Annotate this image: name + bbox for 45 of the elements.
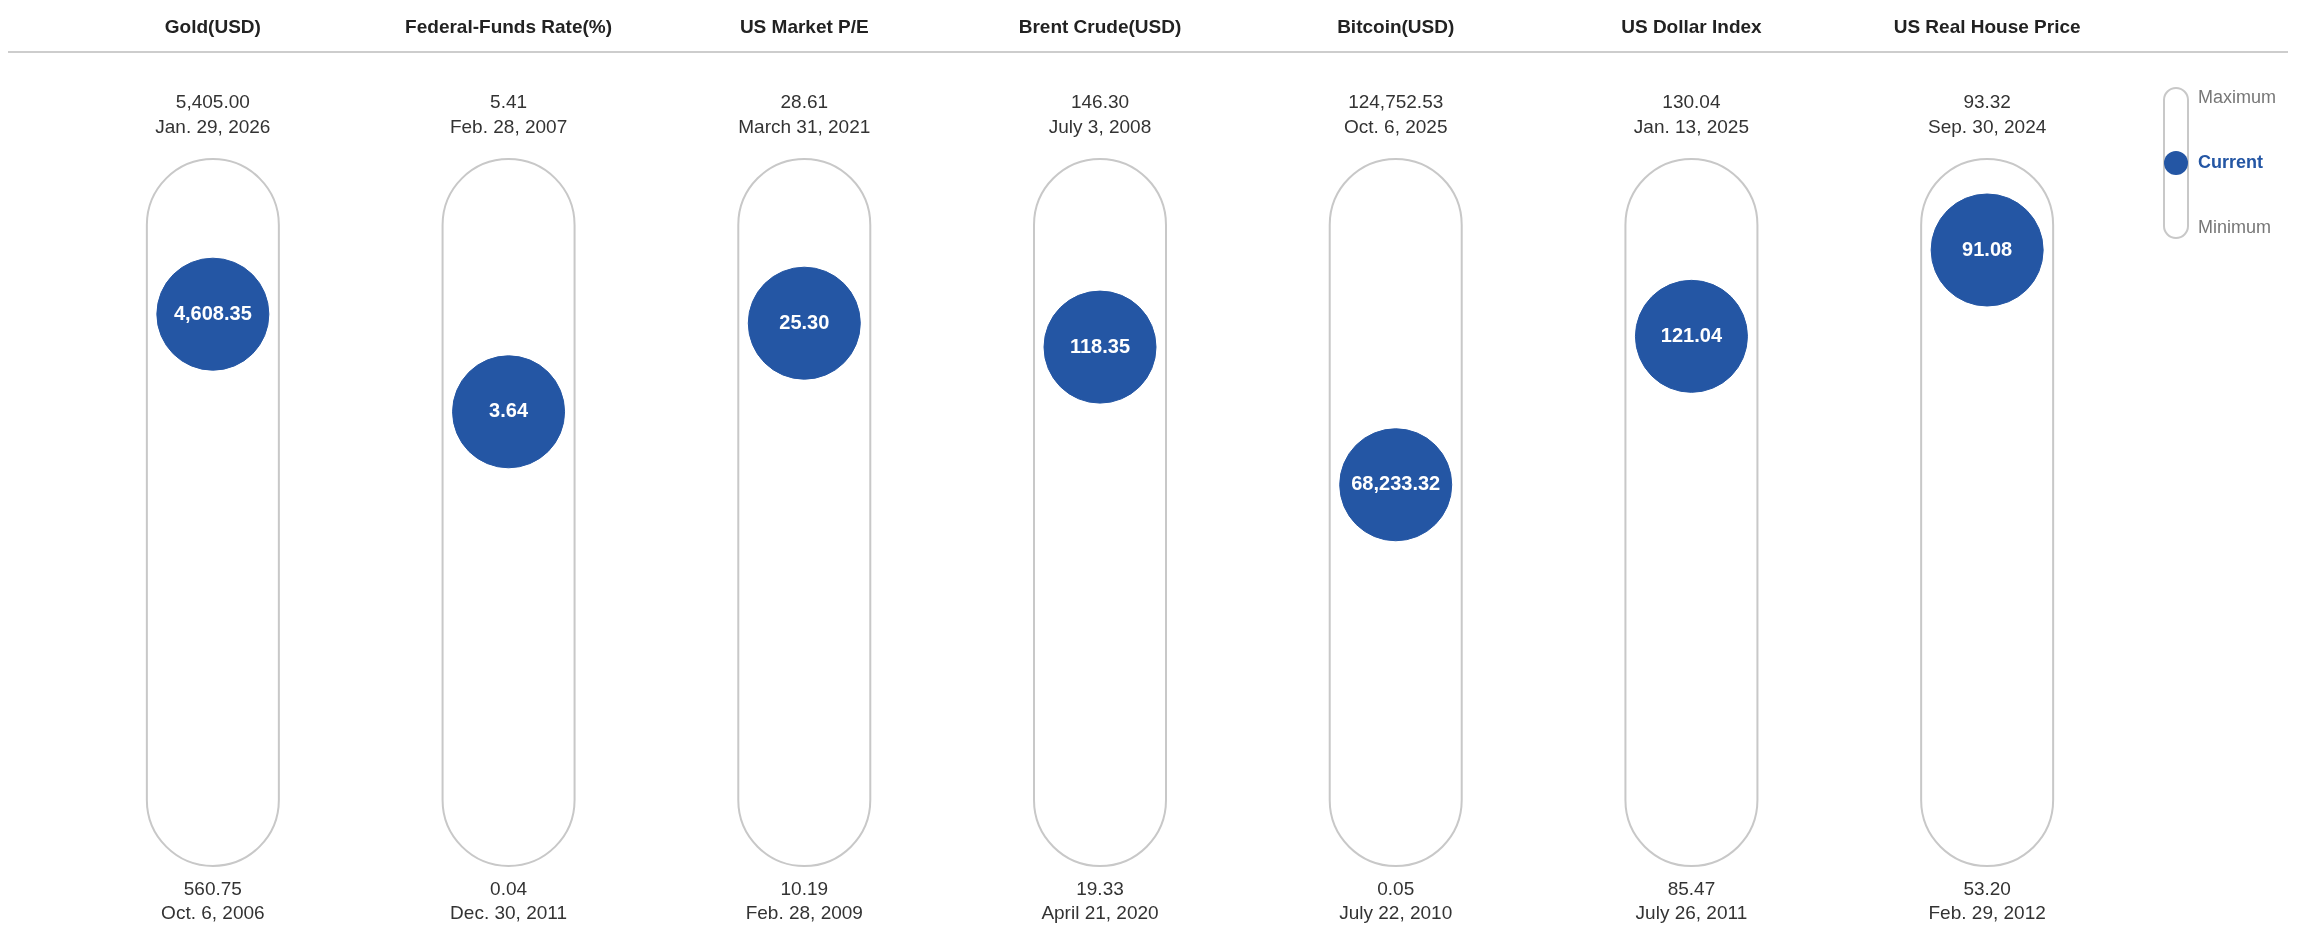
data-label: 10.19 — [780, 878, 829, 900]
data-label: 3.64 — [489, 399, 529, 422]
legend-label: Current — [2198, 151, 2264, 172]
data-label: 4,608.35 — [173, 301, 252, 324]
data-label: 19.33 — [1076, 878, 1124, 900]
text: Sep. 30, 2024 — [1927, 116, 2047, 138]
data-label: 0.04 — [490, 878, 528, 900]
data-label: 5,405.00 — [175, 91, 250, 113]
data-label: 93.32 — [1963, 91, 2011, 113]
text: April 21, 2020 — [1041, 902, 1159, 924]
text: Jan. 13, 2025 — [1633, 116, 1750, 138]
data-label: 53.20 — [1963, 878, 2011, 900]
category-label: Federal-Funds Rate(%) — [405, 16, 613, 38]
data-label: 118.35 — [1069, 334, 1131, 357]
data-label: 560.75 — [183, 878, 242, 900]
text: Dec. 30, 2011 — [450, 902, 568, 924]
data-label: 146.30 — [1070, 91, 1130, 113]
category-label: Gold(USD) — [164, 16, 261, 38]
text: July 26, 2011 — [1635, 902, 1748, 924]
text: March 31, 2021 — [738, 116, 871, 138]
text: Maximum — [2198, 86, 2277, 107]
text: July 3, 2008 — [1048, 116, 1152, 138]
text: Jan. 29, 2026 — [155, 116, 271, 138]
text: Minimum — [2198, 216, 2272, 237]
text: Feb. 29, 2012 — [1928, 902, 2046, 924]
data-label: 0.05 — [1377, 878, 1415, 900]
data-label: 130.04 — [1662, 91, 1721, 113]
data-label: 121.04 — [1660, 323, 1723, 346]
text: Feb. 28, 2007 — [449, 116, 568, 138]
category-label: US Real House Price — [1893, 16, 2081, 38]
data-label: 28.61 — [780, 91, 829, 113]
data-label: 91.08 — [1962, 237, 2013, 260]
text: Oct. 6, 2025 — [1343, 116, 1448, 138]
category-label: US Market P/E — [739, 16, 869, 38]
data-label: 68,233.32 — [1351, 472, 1441, 495]
text: July 22, 2010 — [1339, 902, 1453, 924]
category-label: Brent Crude(USD) — [1018, 16, 1182, 38]
data-label: 124,752.53 — [1348, 91, 1444, 113]
category-label: US Dollar Index — [1621, 16, 1763, 38]
category-label: Bitcoin(USD) — [1337, 16, 1455, 38]
data-label: 85.47 — [1667, 878, 1716, 900]
text: Oct. 6, 2006 — [161, 902, 265, 924]
data-label: 25.30 — [779, 310, 830, 333]
data-label: 5.41 — [490, 91, 528, 113]
text: Feb. 28, 2009 — [745, 902, 863, 924]
